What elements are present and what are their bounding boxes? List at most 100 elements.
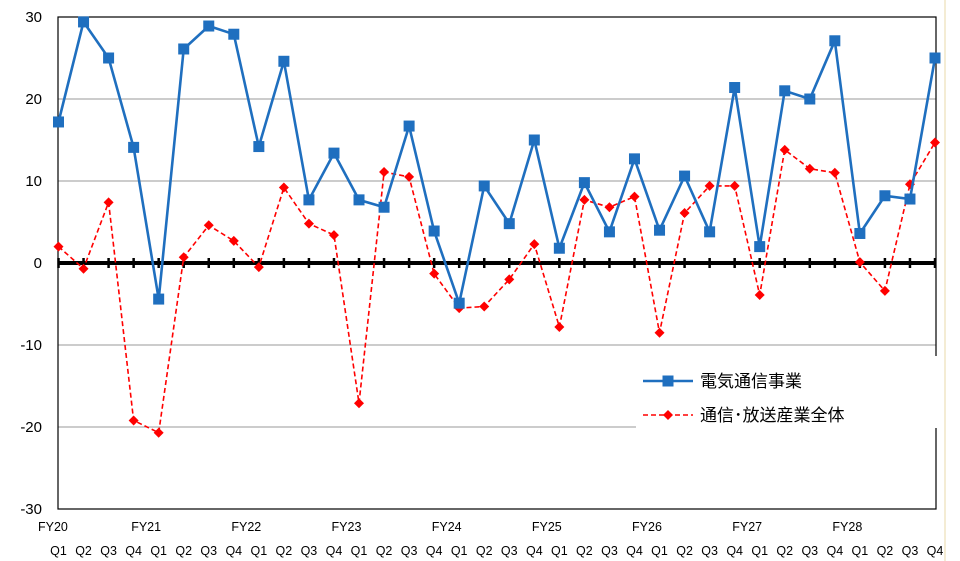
data-point	[904, 193, 916, 205]
x-quarter-label: Q3	[401, 544, 418, 558]
x-quarter-label: Q2	[776, 544, 793, 558]
x-axis-labels: Q1 Q2 Q3 Q4 Q1 Q2 Q3 Q4 Q1 Q2 Q3 Q4 Q1 Q2 Q3 Q4 Q1 Q2 Q3 Q4…	[38, 520, 943, 558]
data-point	[854, 227, 866, 239]
data-point	[78, 263, 89, 274]
data-point	[628, 153, 640, 165]
y-axis-ticks: 30 20 10 0 -10 -20 -30	[20, 9, 42, 518]
x-quarter-label: Q3	[701, 544, 718, 558]
data-point	[379, 166, 390, 177]
data-point	[203, 20, 215, 32]
x-fiscal-year-label: FY28	[832, 520, 862, 534]
data-point	[103, 197, 114, 208]
x-quarter-label: Q1	[351, 544, 368, 558]
data-point	[178, 43, 190, 55]
data-point	[303, 194, 315, 206]
y-tick-label: -20	[20, 419, 42, 436]
data-point	[629, 191, 640, 202]
data-point	[704, 180, 715, 191]
data-point	[779, 85, 791, 97]
data-point	[854, 257, 865, 268]
x-fiscal-year-label: FY23	[332, 520, 362, 534]
x-quarter-label: Q4	[426, 544, 443, 558]
x-fiscal-year-label: FY25	[532, 520, 562, 534]
x-quarter-label: Q3	[902, 544, 919, 558]
x-quarter-label: Q1	[551, 544, 568, 558]
data-point	[879, 190, 891, 202]
x-quarter-label: Q4	[626, 544, 643, 558]
data-point	[729, 180, 740, 191]
data-point	[228, 235, 239, 246]
x-quarter-label: Q1	[651, 544, 668, 558]
data-point	[579, 194, 590, 205]
data-point	[829, 35, 841, 47]
data-point	[529, 239, 540, 250]
data-point	[404, 171, 415, 182]
series-layer	[53, 16, 941, 438]
x-fiscal-year-label: FY22	[231, 520, 261, 534]
data-point	[103, 52, 115, 64]
data-point	[303, 218, 314, 229]
x-fiscal-year-label: FY21	[131, 520, 161, 534]
data-point	[403, 120, 415, 132]
x-quarter-label: Q2	[476, 544, 493, 558]
x-quarter-label: Q4	[927, 544, 944, 558]
data-point	[354, 398, 365, 409]
x-quarter-label: Q1	[250, 544, 267, 558]
data-point	[704, 226, 716, 238]
data-point	[478, 180, 490, 192]
x-fiscal-year-label: FY20	[38, 520, 68, 534]
x-quarter-label: Q2	[175, 544, 192, 558]
data-point	[654, 224, 666, 236]
data-point	[53, 116, 64, 128]
y-tick-label: -30	[20, 501, 42, 518]
x-quarter-label: Q4	[326, 544, 343, 558]
x-quarter-label: Q3	[501, 544, 518, 558]
x-quarter-label: Q4	[125, 544, 142, 558]
data-point	[328, 147, 340, 159]
data-point	[654, 327, 665, 338]
data-point	[228, 28, 240, 40]
data-point	[253, 262, 264, 273]
legend-label: 通信･放送産業全体	[700, 406, 845, 426]
x-quarter-label: Q2	[75, 544, 92, 558]
data-point	[930, 137, 940, 148]
data-point	[754, 289, 765, 300]
data-point	[779, 144, 790, 155]
data-point	[479, 301, 490, 312]
x-quarter-label: Q4	[726, 544, 743, 558]
x-quarter-label: Q1	[751, 544, 768, 558]
data-point	[353, 194, 365, 206]
data-point	[554, 321, 565, 332]
x-quarter-label: Q3	[801, 544, 818, 558]
y-tick-label: 10	[25, 173, 42, 190]
x-quarter-label: Q3	[301, 544, 318, 558]
x-quarter-label: Q3	[100, 544, 117, 558]
legend-label: 電気通信事業	[700, 372, 802, 392]
x-quarter-label: Q2	[376, 544, 393, 558]
data-point	[679, 207, 690, 218]
data-point	[604, 202, 615, 213]
legend-marker	[662, 375, 674, 387]
data-point	[153, 427, 164, 438]
data-point	[128, 415, 139, 426]
data-point	[804, 163, 815, 174]
data-point	[578, 177, 590, 189]
x-quarter-label: Q2	[576, 544, 593, 558]
x-quarter-label: Q4	[526, 544, 543, 558]
x-quarter-label: Q4	[225, 544, 242, 558]
data-point	[829, 167, 840, 178]
y-tick-label: 30	[25, 9, 42, 26]
data-point	[428, 225, 440, 237]
x-quarter-label: Q3	[200, 544, 217, 558]
data-point	[128, 141, 140, 153]
y-tick-label: 20	[25, 91, 42, 108]
data-point	[453, 297, 465, 309]
data-point	[253, 141, 265, 153]
data-point	[528, 134, 540, 146]
x-quarter-label: Q2	[276, 544, 293, 558]
zero-axis	[57, 258, 937, 268]
x-quarter-label: Q1	[150, 544, 167, 558]
x-quarter-label: Q1	[451, 544, 468, 558]
legend-box	[636, 356, 942, 428]
